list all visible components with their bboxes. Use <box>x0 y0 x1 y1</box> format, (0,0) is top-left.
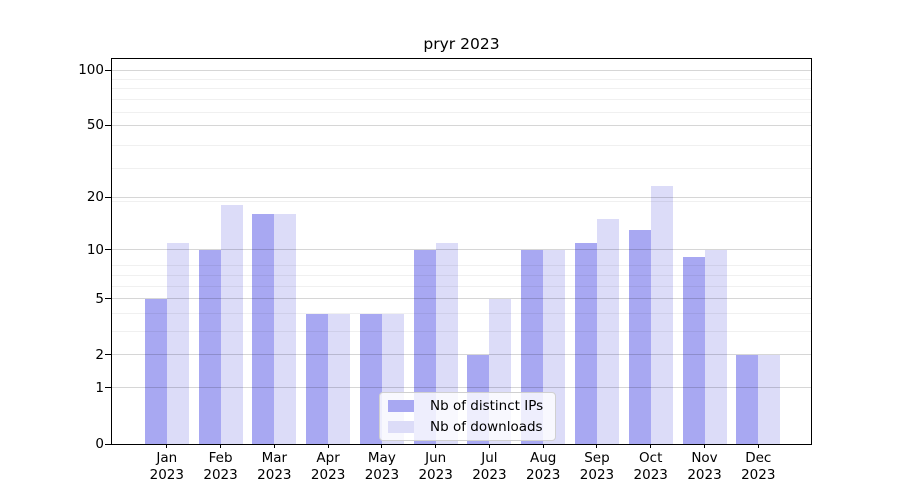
bar-downloads <box>704 249 727 444</box>
chart-title: pryr 2023 <box>423 35 500 53</box>
bar-downloads <box>166 242 189 444</box>
x-tick-label: Mar 2023 <box>257 450 292 483</box>
y-tick-mark <box>105 249 112 251</box>
legend-swatch-downloads <box>388 421 414 433</box>
bar-distinct-ips <box>359 313 382 444</box>
legend-label-distinct-ips: Nb of distinct IPs <box>430 398 544 414</box>
bar-downloads <box>328 313 351 444</box>
x-tick-mark <box>435 444 437 448</box>
bar-distinct-ips <box>252 214 275 444</box>
bars-layer <box>112 59 811 444</box>
x-tick-mark <box>220 444 222 448</box>
x-tick-label: May 2023 <box>364 450 400 483</box>
x-tick-mark <box>488 444 490 448</box>
x-tick-label: Jul 2023 <box>472 450 507 483</box>
x-tick-label: Jun 2023 <box>418 450 453 483</box>
bar-distinct-ips <box>736 354 759 444</box>
x-tick-mark <box>596 444 598 448</box>
x-tick-mark <box>381 444 383 448</box>
y-tick-mark <box>105 298 112 300</box>
x-tick-mark <box>650 444 652 448</box>
y-tick-mark <box>105 124 112 126</box>
y-tick-label: 100 <box>78 62 104 78</box>
y-tick-label: 0 <box>95 436 104 452</box>
legend-entry-downloads: Nb of downloads <box>388 420 543 434</box>
legend-entry-distinct-ips: Nb of distinct IPs <box>388 399 543 413</box>
bar-downloads <box>596 219 619 444</box>
bar-distinct-ips <box>144 298 167 444</box>
y-tick-label: 10 <box>86 241 104 258</box>
x-tick-label: Apr 2023 <box>310 450 346 483</box>
bar-downloads <box>220 205 243 444</box>
x-tick-mark <box>166 444 168 448</box>
x-tick-mark <box>273 444 275 448</box>
y-tick-label: 1 <box>95 379 104 396</box>
y-tick-mark <box>105 443 112 445</box>
y-tick-mark <box>105 354 112 356</box>
plot-area: Nb of distinct IPs Nb of downloads 0 1 2 5 1… <box>78 58 812 483</box>
legend: Nb of distinct IPs Nb of downloads <box>379 392 557 441</box>
x-tick-label: Feb 2023 <box>203 450 238 483</box>
x-tick-mark <box>757 444 759 448</box>
bar-downloads <box>650 186 673 444</box>
bar-distinct-ips <box>628 230 651 444</box>
x-tick-mark <box>704 444 705 448</box>
y-tick-mark <box>105 69 112 71</box>
y-tick-label: 2 <box>95 346 104 363</box>
bar-downloads <box>758 354 781 444</box>
y-tick-label: 5 <box>95 290 104 307</box>
x-tick-label: Oct 2023 <box>633 450 668 483</box>
legend-label-downloads: Nb of downloads <box>430 419 543 435</box>
legend-swatch-distinct-ips <box>388 400 414 412</box>
x-tick-label: Nov 2023 <box>687 450 722 483</box>
x-tick-label: Dec 2023 <box>741 450 776 483</box>
bar-distinct-ips <box>682 257 705 444</box>
bar-downloads <box>274 214 297 444</box>
y-tick-label: 20 <box>86 189 104 206</box>
bar-distinct-ips <box>306 313 329 444</box>
y-tick-label: 50 <box>86 117 104 134</box>
y-tick-mark <box>105 387 112 389</box>
x-tick-mark <box>327 444 329 448</box>
x-tick-label: Jan 2023 <box>149 450 184 483</box>
x-tick-mark <box>542 444 544 448</box>
y-tick-mark <box>105 196 112 198</box>
bar-distinct-ips <box>198 249 221 444</box>
bar-distinct-ips <box>574 242 597 444</box>
x-tick-label: Aug 2023 <box>526 450 561 483</box>
x-tick-label: Sep 2023 <box>579 450 615 483</box>
